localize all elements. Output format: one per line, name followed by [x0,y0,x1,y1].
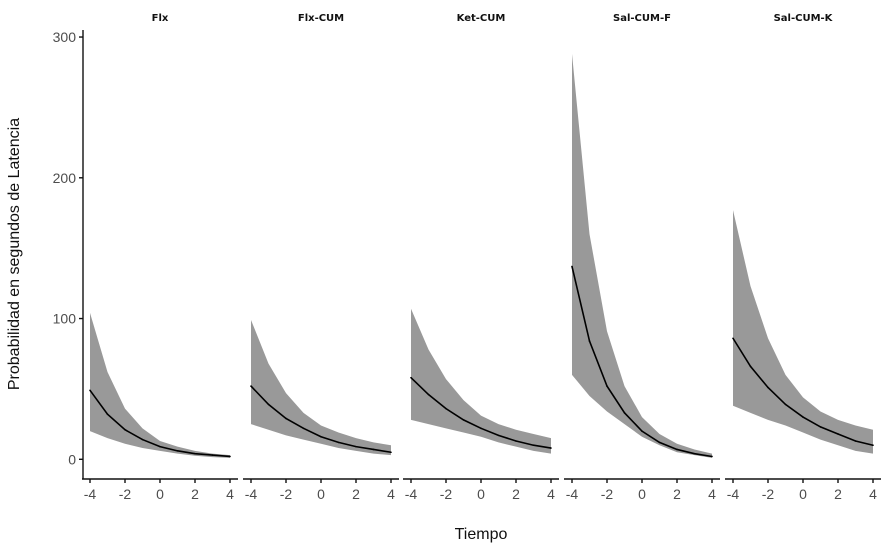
x-tick-label: -2 [440,486,453,502]
x-tick-label: 4 [226,486,234,502]
x-tick-label: -2 [119,486,132,502]
mean-point [337,441,340,444]
x-tick-label: -4 [727,486,740,502]
mean-point [837,433,839,435]
mean-point [641,430,643,432]
panel-title: Ket-CUM [457,13,506,24]
mean-point [390,451,392,454]
x-tick-label: -4 [405,486,418,502]
mean-point [427,393,430,396]
mean-point [497,434,500,437]
mean-point [588,340,591,342]
x-tick-label: -4 [566,486,579,502]
mean-point [693,452,696,455]
panel-sal-cum-k: -4 -2 0 2 4 Sal-CUM-K [725,13,881,502]
mean-point [623,412,626,414]
mean-point [872,444,874,447]
x-tick-label: 2 [512,486,520,502]
panel-title: Sal-CUM-F [613,13,671,24]
mean-point [285,417,287,420]
mean-point [658,441,661,444]
y-tick-label: 0 [68,451,76,467]
mean-point [176,450,179,452]
mean-point [250,385,252,387]
confidence-band [572,53,712,458]
x-tick-label: -2 [762,486,775,502]
mean-point [194,452,196,455]
y-tick-label: 300 [53,29,77,45]
x-tick-label: -4 [245,486,258,502]
panel-ket-cum: -4 -2 0 2 4 Ket-CUM [403,13,559,502]
mean-point [711,455,713,458]
panel-title: Flx [152,13,169,24]
mean-point [515,440,517,442]
y-tick-label: 200 [53,170,77,186]
mean-point [211,454,214,456]
panel-title: Flx-CUM [298,13,344,24]
mean-point [819,426,822,428]
mean-point [784,403,787,406]
x-tick-label: -2 [280,486,293,502]
x-tick-label: 2 [834,486,842,502]
mean-point [445,407,447,410]
x-tick-label: -4 [84,486,97,502]
x-tick-label: 0 [477,486,485,502]
mean-point [410,376,412,379]
panel-flx-cum: -4 -2 0 2 4 Flx-CUM [243,13,399,502]
y-tick-label: 100 [53,311,77,327]
x-tick-label: 2 [673,486,681,502]
confidence-band [251,319,391,456]
mean-point [532,444,535,447]
mean-point [606,385,608,387]
mean-point [229,455,231,458]
x-tick-label: 4 [708,486,716,502]
mean-point [550,447,552,449]
mean-point [106,413,109,416]
mean-point [480,427,482,430]
x-tick-label: -2 [601,486,614,502]
mean-point [355,445,357,448]
mean-point [89,389,91,392]
x-tick-label: 0 [799,486,807,502]
confidence-band [90,312,230,458]
x-axis-title: Tiempo [455,526,508,543]
panel-sal-cum-f: -4 -2 0 2 4 Sal-CUM-F [564,13,720,502]
mean-point [267,403,270,406]
panel-title: Sal-CUM-K [774,13,834,24]
panel-flx: -4 -2 0 2 4 Flx [82,13,238,502]
y-axis-title: Probabilidad en segundos de Latencia [6,118,23,390]
confidence-band [733,210,873,454]
mean-point [320,435,322,438]
mean-point [462,419,465,421]
x-tick-label: 0 [156,486,164,502]
mean-point [802,416,804,418]
x-tick-label: 4 [387,486,395,502]
x-tick-label: 4 [547,486,555,502]
mean-point [124,428,126,431]
mean-point [676,448,678,451]
confidence-band [411,308,551,454]
mean-point [767,386,769,389]
mean-point [159,445,161,448]
mean-point [141,438,144,441]
y-axis: 0 100 200 300 [53,29,84,479]
x-tick-label: 4 [869,486,877,502]
mean-point [571,265,573,268]
mean-point [372,448,375,451]
mean-point [302,427,305,430]
x-tick-label: 2 [191,486,199,502]
x-tick-label: 0 [317,486,325,502]
x-tick-label: 2 [352,486,360,502]
mean-point [749,365,752,368]
mean-point [732,337,734,340]
x-tick-label: 0 [638,486,646,502]
mean-point [854,440,857,442]
